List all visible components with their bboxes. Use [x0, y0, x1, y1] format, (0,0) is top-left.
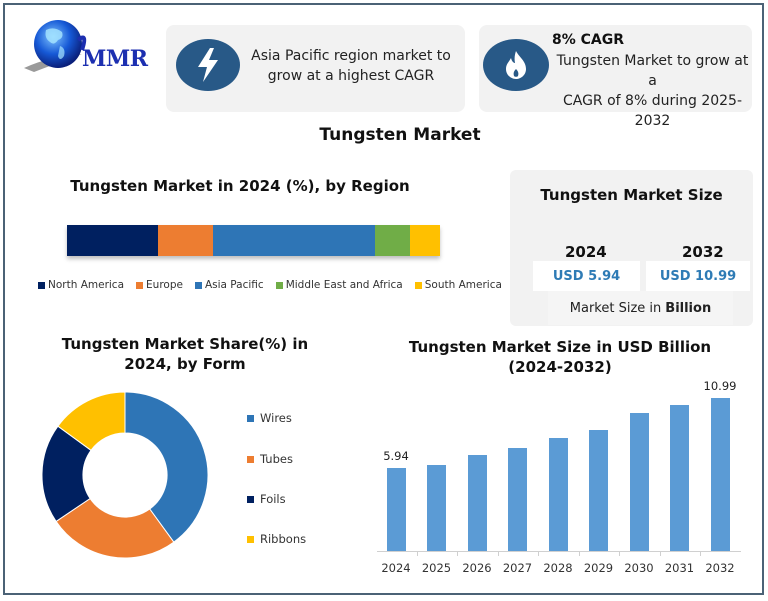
x-tick-label: 2027 — [502, 561, 533, 575]
market-size-year-2032: 2032 — [682, 243, 724, 261]
legend-item: North America — [38, 279, 124, 291]
flame-icon — [483, 39, 549, 91]
card-text-line: Asia Pacific region market to — [251, 48, 451, 64]
region-chart-title: Tungsten Market in 2024 (%), by Region — [70, 177, 410, 195]
form-chart-title: Tungsten Market Share(%) in 2024, by For… — [61, 335, 309, 373]
x-tick-mark — [416, 551, 418, 556]
card-text-line: CAGR of 8% during 2025-2032 — [562, 93, 743, 129]
footer-text: Market Size in — [569, 300, 662, 316]
page-title: Tungsten Market — [319, 125, 481, 145]
market-size-value-2024: USD 5.94 — [533, 261, 640, 291]
legend-label: Tubes — [260, 452, 293, 466]
x-tick-label: 2032 — [705, 561, 735, 575]
data-label: 10.99 — [703, 378, 737, 393]
logo-text: MMR — [82, 46, 148, 72]
legend-item: South America — [414, 279, 502, 291]
legend-label: Europe — [146, 279, 183, 291]
x-tick-label: 2030 — [624, 561, 654, 575]
cagr-title: 8% CAGR — [552, 32, 625, 48]
market-size-year-2024: 2024 — [565, 243, 607, 261]
x-tick-mark — [497, 551, 499, 556]
legend-item: Foils — [247, 492, 286, 506]
legend-label: Asia Pacific — [204, 279, 264, 291]
segment-asia-pacific — [212, 225, 376, 256]
footer-unit: Billion — [665, 300, 712, 316]
globe-icon — [24, 20, 87, 72]
legend-label: North America — [48, 279, 125, 291]
donut-segment-tubes — [55, 497, 175, 559]
region-legend: North America Europe Asia Pacific Middle… — [38, 279, 514, 291]
legend-item: Europe — [136, 279, 183, 291]
legend-item: Asia Pacific — [194, 279, 264, 291]
segment-north-america — [67, 225, 158, 256]
card-text: Asia Pacific region market to grow at a … — [246, 46, 456, 86]
x-tick-label: 2024 — [381, 561, 411, 575]
legend-label: Middle East and Africa — [285, 279, 403, 291]
card-text-line: grow at a highest CAGR — [267, 68, 435, 84]
x-tick-mark — [538, 551, 539, 556]
x-tick-mark — [457, 551, 458, 556]
bar-2030 — [629, 412, 649, 551]
x-tick-mark — [700, 551, 701, 556]
region-stacked-bar — [67, 225, 440, 256]
data-label: 5.94 — [383, 449, 409, 464]
asia-pacific-card: Asia Pacific region market to grow at a … — [166, 25, 465, 112]
legend-item: Middle East and Africa — [275, 279, 403, 291]
donut-segment-ribbons — [57, 391, 126, 451]
legend-label: Wires — [260, 411, 292, 425]
bar-2024 — [386, 468, 406, 551]
mmr-logo: MMR — [20, 16, 160, 91]
market-size-footer: Market Size in Billion — [548, 291, 733, 325]
bar-2028 — [548, 438, 568, 551]
x-axis — [377, 551, 741, 552]
card-text-line: Tungsten Market to grow at a — [556, 53, 749, 89]
size-chart-title: Tungsten Market Size in USD Billion (202… — [380, 337, 740, 377]
x-tick-mark — [659, 551, 661, 556]
x-tick-label: 2031 — [664, 561, 695, 575]
x-tick-label: 2028 — [543, 561, 573, 575]
legend-item: Ribbons — [247, 532, 306, 546]
x-tick-label: 2026 — [462, 561, 492, 575]
x-tick-label: 2025 — [421, 561, 452, 575]
bar-2031 — [670, 404, 689, 551]
bar-2026 — [467, 454, 487, 551]
legend-item: Wires — [247, 411, 292, 425]
legend-label: Foils — [260, 492, 286, 506]
segment-europe — [158, 225, 213, 256]
market-size-value-2032: USD 10.99 — [646, 261, 750, 291]
segment-south-america — [410, 225, 440, 256]
bar-2032 — [710, 397, 730, 551]
legend-label: Ribbons — [260, 532, 307, 546]
x-tick-label: 2029 — [583, 561, 614, 575]
lightning-icon — [176, 39, 240, 91]
legend-label: South America — [424, 279, 502, 291]
card-text: Tungsten Market to grow at a CAGR of 8% … — [555, 51, 750, 131]
x-tick-mark — [619, 551, 620, 556]
cagr-card: 8% CAGR Tungsten Market to grow at a CAG… — [479, 25, 752, 129]
bar-2029 — [589, 429, 608, 551]
form-donut-chart — [41, 391, 209, 559]
bar-2027 — [508, 447, 527, 551]
legend-item: Tubes — [247, 452, 293, 466]
market-size-title: Tungsten Market Size — [540, 186, 723, 204]
chart-title-line: Tungsten Market Size in USD Billion — [408, 338, 712, 356]
bar-2025 — [427, 464, 446, 551]
donut-segment-wires — [124, 391, 209, 543]
x-tick-mark — [578, 551, 580, 556]
chart-subtitle: (2024-2032) — [508, 358, 612, 376]
segment-middle-east-africa — [375, 225, 411, 256]
